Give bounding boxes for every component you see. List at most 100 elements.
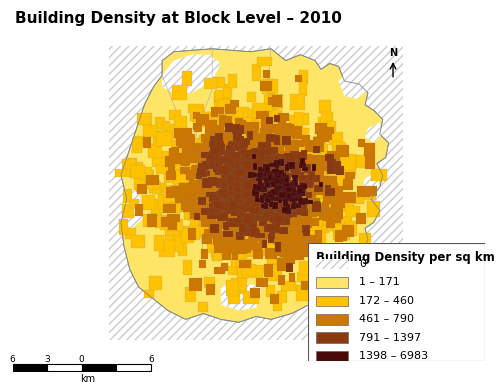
- Bar: [194, 178, 203, 188]
- Bar: [282, 139, 296, 155]
- Bar: [192, 123, 200, 131]
- Bar: [272, 189, 277, 195]
- Bar: [274, 162, 277, 167]
- Bar: [214, 252, 222, 261]
- Bar: [310, 184, 322, 198]
- Bar: [274, 156, 279, 164]
- Bar: [299, 189, 310, 202]
- Bar: [242, 203, 248, 212]
- Bar: [304, 209, 314, 217]
- Bar: [218, 125, 230, 140]
- Bar: [316, 142, 324, 152]
- Bar: [259, 227, 270, 234]
- Bar: [248, 167, 256, 178]
- Bar: [272, 213, 282, 219]
- Bar: [206, 115, 215, 128]
- Bar: [276, 127, 285, 137]
- Bar: [258, 166, 268, 173]
- Bar: [297, 191, 306, 196]
- Bar: [228, 178, 236, 186]
- Bar: [254, 120, 264, 133]
- Bar: [290, 115, 302, 125]
- Bar: [206, 188, 222, 201]
- Bar: [238, 209, 248, 220]
- Bar: [143, 125, 156, 138]
- Bar: [260, 120, 272, 129]
- Bar: [319, 192, 330, 205]
- Bar: [294, 191, 306, 198]
- Bar: [237, 259, 252, 268]
- Bar: [312, 177, 319, 184]
- Bar: [252, 189, 258, 196]
- Bar: [264, 167, 276, 176]
- Bar: [252, 224, 259, 237]
- Bar: [223, 181, 235, 191]
- Bar: [301, 215, 312, 228]
- Bar: [272, 199, 280, 206]
- Bar: [254, 170, 263, 176]
- Bar: [228, 172, 238, 183]
- Bar: [225, 193, 241, 204]
- Bar: [270, 215, 280, 223]
- Bar: [254, 159, 262, 168]
- Bar: [236, 176, 246, 185]
- Bar: [214, 267, 226, 274]
- Bar: [274, 136, 280, 145]
- Bar: [283, 128, 296, 138]
- Bar: [220, 263, 228, 271]
- Bar: [274, 190, 280, 194]
- Bar: [278, 125, 289, 132]
- Bar: [178, 186, 186, 195]
- Bar: [281, 173, 291, 183]
- Bar: [277, 165, 288, 174]
- Bar: [147, 214, 157, 227]
- Bar: [258, 220, 267, 227]
- Bar: [206, 154, 215, 163]
- Bar: [198, 170, 207, 182]
- Bar: [252, 243, 262, 250]
- Bar: [276, 245, 291, 256]
- Bar: [234, 144, 241, 151]
- Bar: [264, 221, 276, 231]
- Bar: [174, 128, 186, 138]
- Bar: [241, 204, 248, 217]
- Bar: [272, 163, 281, 172]
- Bar: [294, 217, 308, 231]
- Bar: [244, 191, 251, 198]
- Bar: [216, 191, 225, 200]
- Bar: [283, 253, 294, 264]
- Bar: [239, 260, 250, 268]
- Bar: [264, 264, 272, 277]
- Bar: [214, 163, 229, 173]
- Text: 461 – 790: 461 – 790: [359, 314, 414, 324]
- Bar: [322, 187, 334, 198]
- Bar: [292, 202, 296, 206]
- Bar: [317, 162, 328, 172]
- Bar: [368, 201, 380, 217]
- Bar: [260, 180, 271, 193]
- Bar: [292, 208, 302, 215]
- Bar: [271, 158, 281, 165]
- Bar: [267, 192, 271, 196]
- Bar: [330, 214, 338, 223]
- Bar: [241, 180, 250, 190]
- Bar: [250, 161, 266, 171]
- Bar: [280, 156, 286, 166]
- Bar: [272, 169, 278, 173]
- Bar: [250, 268, 263, 278]
- Bar: [280, 202, 287, 209]
- Bar: [332, 142, 345, 154]
- Bar: [333, 215, 342, 223]
- Bar: [276, 158, 285, 166]
- Bar: [271, 223, 280, 238]
- Bar: [239, 172, 247, 180]
- Bar: [260, 172, 264, 176]
- Bar: [272, 199, 282, 212]
- Bar: [235, 147, 243, 154]
- Bar: [268, 192, 272, 196]
- Bar: [198, 210, 206, 220]
- Bar: [244, 181, 254, 192]
- Bar: [222, 190, 228, 199]
- Bar: [260, 215, 270, 226]
- Bar: [182, 145, 198, 157]
